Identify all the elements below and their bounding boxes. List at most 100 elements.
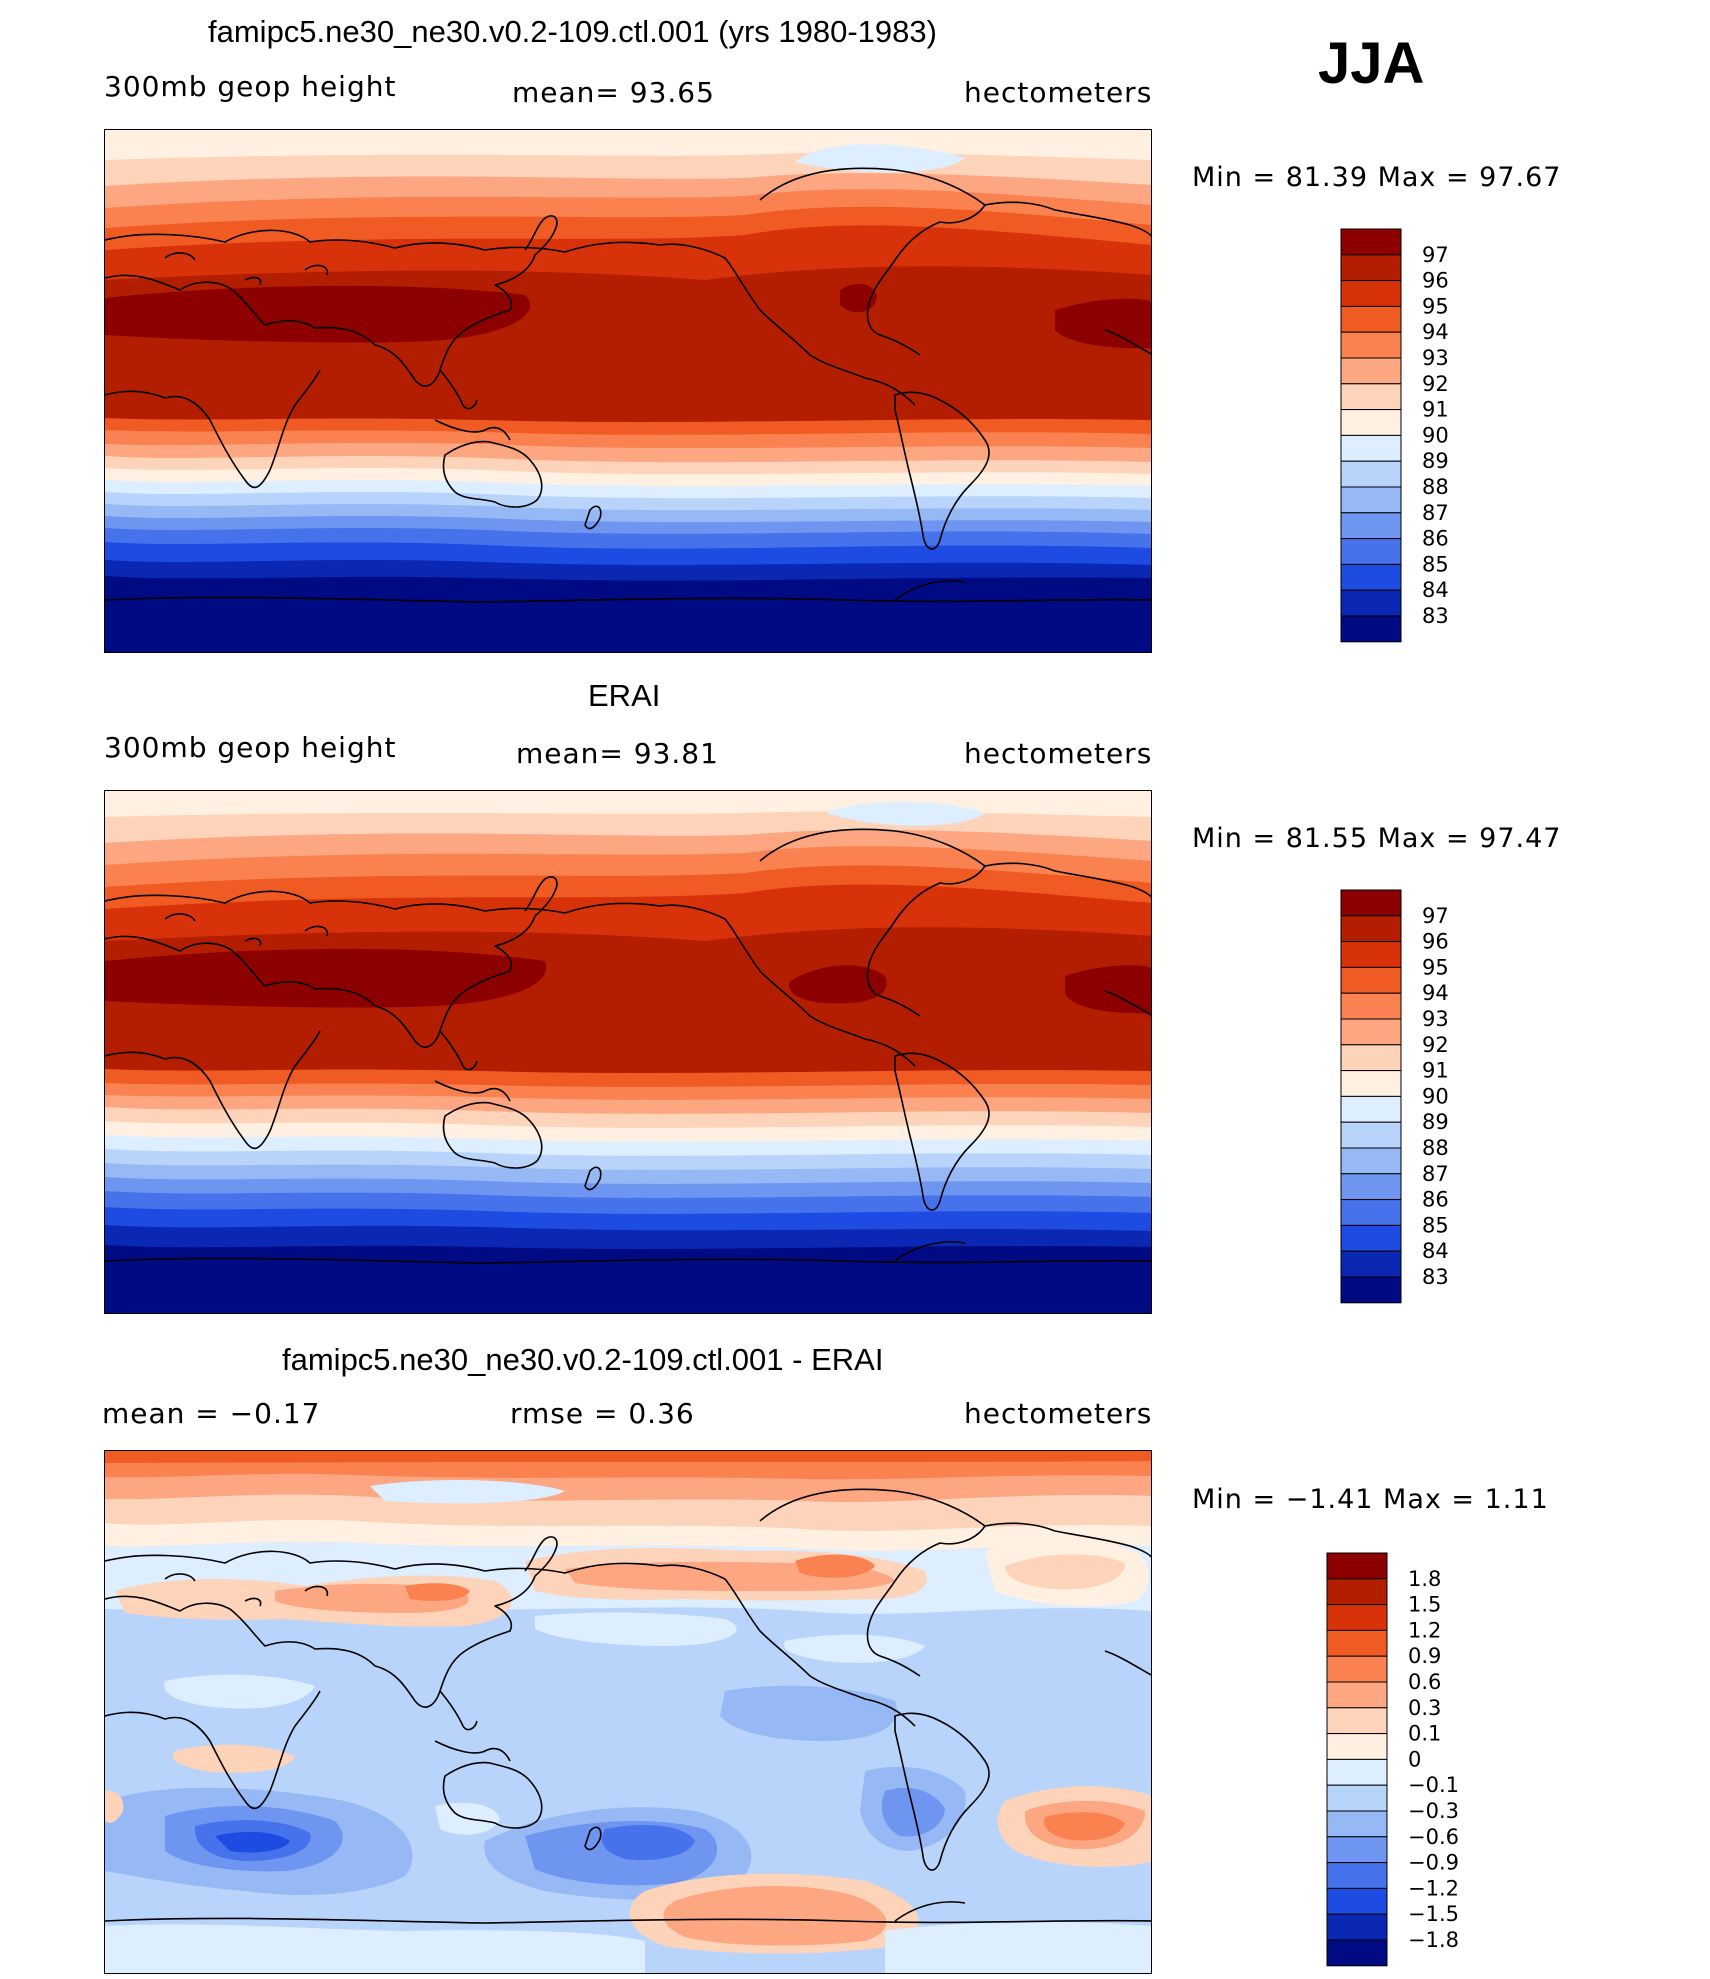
colorbar-model-tick-label: 92 bbox=[1422, 372, 1449, 396]
colorbar-obs-swatch bbox=[1340, 1121, 1402, 1149]
colorbar-obs-swatch bbox=[1340, 1276, 1402, 1304]
colorbar-obs-tick-label: 97 bbox=[1422, 904, 1449, 928]
colorbar-obs-swatch bbox=[1340, 1147, 1402, 1175]
colorbar-diff-swatch bbox=[1326, 1758, 1388, 1786]
colorbar-model-swatch bbox=[1340, 228, 1402, 256]
colorbar-diff: 1.8 1.5 1.2 0.9 0.6 0.3 0.1 0 −0.1 −0.3 −0.6 −0.9 −1… bbox=[1326, 1552, 1467, 1973]
map-panel-model bbox=[104, 129, 1152, 653]
colorbar-model-tick-label: 94 bbox=[1422, 320, 1449, 344]
colorbar-model-tick-label: 91 bbox=[1422, 398, 1449, 422]
colorbar-model-swatch bbox=[1340, 254, 1402, 282]
panel-diff-minmax: Min = −1.41 Max = 1.11 bbox=[1192, 1484, 1549, 1515]
colorbar-obs-swatch bbox=[1340, 992, 1402, 1020]
colorbar-obs-tick-label: 85 bbox=[1422, 1213, 1449, 1237]
colorbar-model-swatch bbox=[1340, 331, 1402, 359]
colorbar-obs-swatch bbox=[1340, 941, 1402, 968]
colorbar-obs-tick-label: 93 bbox=[1422, 1007, 1449, 1031]
colorbar-obs-tick-label: 86 bbox=[1422, 1188, 1449, 1212]
colorbar-diff-swatch bbox=[1326, 1655, 1388, 1683]
map-obs bbox=[105, 791, 1151, 1313]
colorbar-obs-tick-label: 88 bbox=[1422, 1136, 1449, 1160]
colorbar-obs-swatch bbox=[1340, 1199, 1402, 1226]
colorbar-obs-swatch bbox=[1340, 1044, 1402, 1072]
panel-diff-mean-label: mean = −0.17 bbox=[102, 1397, 321, 1430]
colorbar-diff-tick-label: −0.3 bbox=[1408, 1799, 1459, 1823]
panel-model-variable-label: 300mb geop height bbox=[104, 70, 397, 103]
panel-model-minmax: Min = 81.39 Max = 97.67 bbox=[1192, 162, 1562, 193]
colorbar-model-tick-label: 86 bbox=[1422, 527, 1449, 551]
colorbar-obs-swatch bbox=[1340, 1250, 1402, 1278]
colorbar-model-swatch bbox=[1340, 383, 1402, 411]
colorbar-model-tick-label: 83 bbox=[1422, 604, 1449, 628]
map-model bbox=[105, 130, 1151, 652]
colorbar-obs-tick-label: 89 bbox=[1422, 1110, 1449, 1134]
colorbar-model-tick-label: 84 bbox=[1422, 578, 1449, 602]
colorbar-model-swatch bbox=[1340, 409, 1402, 436]
colorbar-obs: 97 96 95 94 93 92 91 90 89 88 87 86 85 84 83 bbox=[1340, 889, 1461, 1310]
colorbar-diff-swatch bbox=[1326, 1836, 1388, 1864]
colorbar-diff-tick-label: −1.2 bbox=[1408, 1876, 1459, 1900]
colorbar-model-tick-label: 93 bbox=[1422, 346, 1449, 370]
colorbar-diff-tick-label: 0.9 bbox=[1408, 1644, 1441, 1668]
colorbar-model-swatch bbox=[1340, 434, 1402, 462]
colorbar-diff-tick-label: 1.2 bbox=[1408, 1618, 1441, 1642]
colorbar-obs-swatch bbox=[1340, 966, 1402, 994]
panel-diff-units-label: hectometers bbox=[964, 1397, 1153, 1430]
colorbar-model-swatch bbox=[1340, 563, 1402, 591]
colorbar-obs-tick-label: 83 bbox=[1422, 1265, 1449, 1289]
colorbar-diff-tick-label: −1.5 bbox=[1408, 1902, 1459, 1926]
colorbar-diff-swatch bbox=[1326, 1629, 1388, 1657]
panel-model-mean-label: mean= 93.65 bbox=[512, 76, 715, 109]
colorbar-diff-swatch bbox=[1326, 1784, 1388, 1812]
colorbar-obs-swatch bbox=[1340, 1173, 1402, 1201]
colorbar-diff-swatch bbox=[1326, 1913, 1388, 1941]
colorbar-diff-swatch bbox=[1326, 1862, 1388, 1889]
colorbar-diff-swatch bbox=[1326, 1707, 1388, 1735]
panel-obs-mean-label: mean= 93.81 bbox=[516, 737, 719, 770]
colorbar-obs-swatch bbox=[1340, 1224, 1402, 1252]
panel-diff-title: famipc5.ne30_ne30.v0.2-109.ctl.001 - ERA… bbox=[282, 1342, 884, 1377]
map-panel-diff bbox=[104, 1450, 1152, 1974]
colorbar-model-swatch bbox=[1340, 615, 1402, 643]
colorbar-diff-tick-label: 0.1 bbox=[1408, 1722, 1441, 1746]
colorbar-diff-swatch bbox=[1326, 1733, 1388, 1760]
colorbar-diff-swatch bbox=[1326, 1939, 1388, 1967]
colorbar-model-tick-label: 89 bbox=[1422, 449, 1449, 473]
colorbar-diff-tick-label: 0.6 bbox=[1408, 1670, 1441, 1694]
colorbar-diff-swatch bbox=[1326, 1552, 1388, 1580]
colorbar-obs-tick-label: 96 bbox=[1422, 930, 1449, 954]
colorbar-diff-tick-label: 0 bbox=[1408, 1747, 1421, 1771]
colorbar-diff-tick-label: −0.1 bbox=[1408, 1773, 1459, 1797]
map-diff bbox=[105, 1451, 1151, 1973]
colorbar-obs-swatch bbox=[1340, 1070, 1402, 1097]
panel-obs-minmax: Min = 81.55 Max = 97.47 bbox=[1192, 823, 1562, 854]
colorbar-diff-swatch bbox=[1326, 1604, 1388, 1631]
colorbar-model-tick-label: 97 bbox=[1422, 243, 1449, 267]
colorbar-model-swatch bbox=[1340, 305, 1402, 333]
colorbar-model-swatch bbox=[1340, 357, 1402, 385]
colorbar-diff-tick-label: −1.8 bbox=[1408, 1928, 1459, 1952]
colorbar-obs-tick-label: 91 bbox=[1422, 1059, 1449, 1083]
colorbar-obs-swatch bbox=[1340, 1018, 1402, 1046]
colorbar-obs-swatch bbox=[1340, 915, 1402, 943]
colorbar-model-tick-label: 88 bbox=[1422, 475, 1449, 499]
season-label: JJA bbox=[1318, 31, 1425, 96]
map-panel-obs bbox=[104, 790, 1152, 1314]
colorbar-obs-tick-label: 94 bbox=[1422, 981, 1449, 1005]
colorbar-model-swatch bbox=[1340, 280, 1402, 307]
colorbar-model-tick-label: 85 bbox=[1422, 552, 1449, 576]
colorbar-model-swatch bbox=[1340, 460, 1402, 488]
panel-obs-units-label: hectometers bbox=[964, 737, 1153, 770]
colorbar-diff-swatch bbox=[1326, 1578, 1388, 1606]
colorbar-model-swatch bbox=[1340, 512, 1402, 540]
colorbar-diff-swatch bbox=[1326, 1681, 1388, 1709]
colorbar-diff-swatch bbox=[1326, 1887, 1388, 1915]
panel-diff-rmse-label: rmse = 0.36 bbox=[510, 1397, 695, 1430]
colorbar-obs-tick-label: 84 bbox=[1422, 1239, 1449, 1263]
colorbar-model-swatch bbox=[1340, 486, 1402, 514]
colorbar-obs-tick-label: 95 bbox=[1422, 955, 1449, 979]
colorbar-obs-swatch bbox=[1340, 889, 1402, 917]
colorbar-obs-tick-label: 92 bbox=[1422, 1033, 1449, 1057]
colorbar-obs-tick-label: 90 bbox=[1422, 1084, 1449, 1108]
colorbar-diff-tick-label: −0.9 bbox=[1408, 1851, 1459, 1875]
